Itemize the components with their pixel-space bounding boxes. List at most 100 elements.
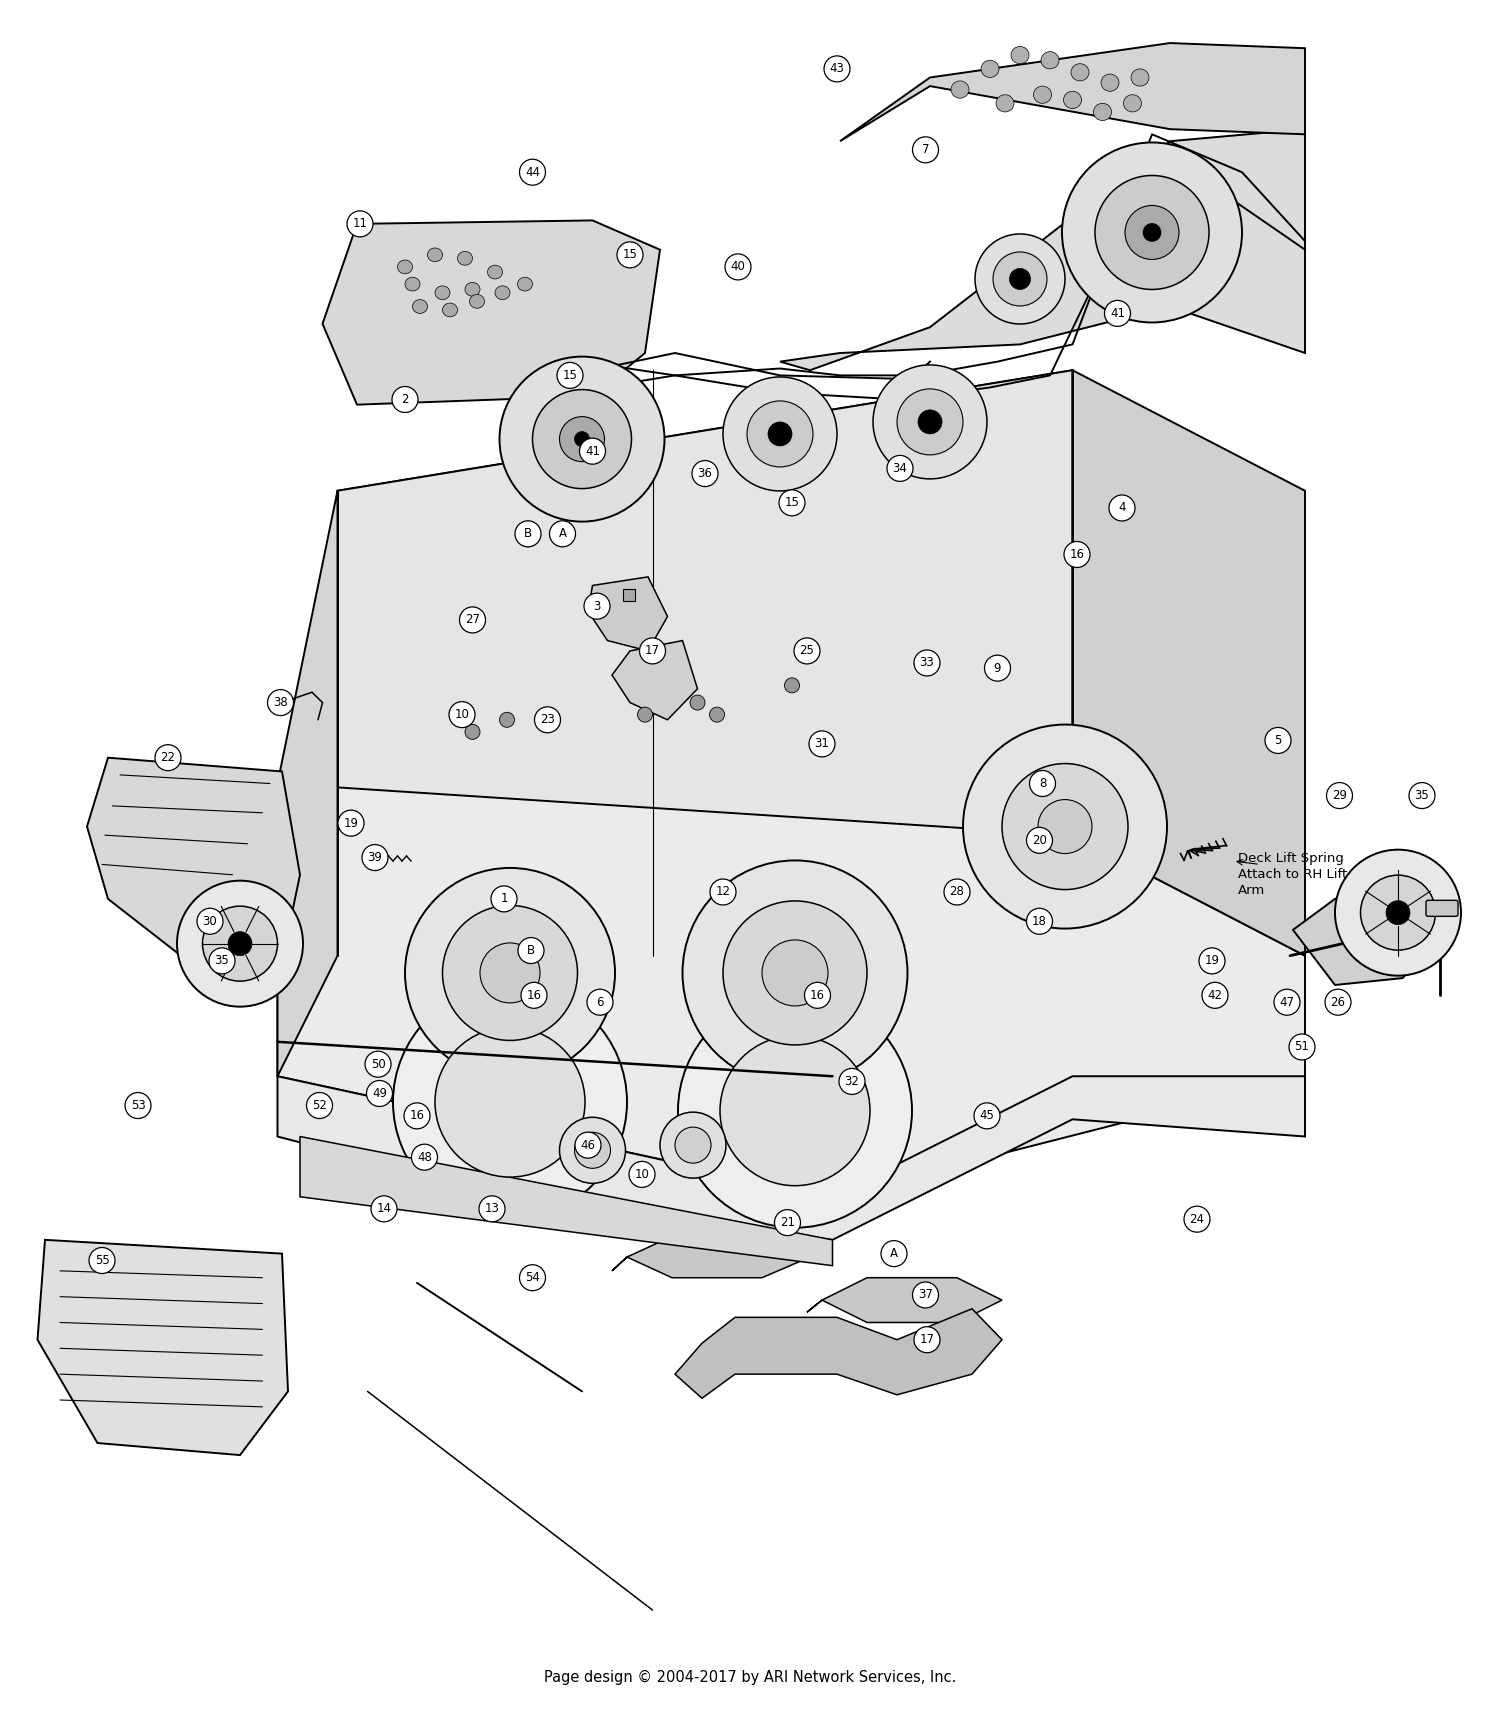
Circle shape <box>574 1133 610 1168</box>
Text: 30: 30 <box>202 914 217 928</box>
Circle shape <box>1125 205 1179 260</box>
Ellipse shape <box>470 294 484 308</box>
Circle shape <box>1274 988 1300 1016</box>
Circle shape <box>912 136 939 164</box>
Ellipse shape <box>1064 91 1082 108</box>
Circle shape <box>1335 849 1461 976</box>
Ellipse shape <box>435 286 450 300</box>
Circle shape <box>1029 770 1056 797</box>
Circle shape <box>886 455 914 482</box>
Text: 37: 37 <box>918 1288 933 1302</box>
Circle shape <box>1002 763 1128 890</box>
Text: 26: 26 <box>1330 995 1346 1009</box>
Text: 42: 42 <box>1208 988 1222 1002</box>
Circle shape <box>209 947 236 975</box>
Text: Attach to RH Lift: Attach to RH Lift <box>1238 868 1347 882</box>
Text: 21: 21 <box>780 1216 795 1230</box>
Ellipse shape <box>458 251 472 265</box>
Text: 11: 11 <box>352 217 368 231</box>
Text: 31: 31 <box>815 737 830 751</box>
Polygon shape <box>338 370 1072 956</box>
Circle shape <box>710 878 736 906</box>
Circle shape <box>500 356 664 522</box>
Circle shape <box>88 1247 116 1274</box>
Text: 46: 46 <box>580 1138 596 1152</box>
Text: 24: 24 <box>1190 1212 1204 1226</box>
Ellipse shape <box>398 260 412 274</box>
Circle shape <box>404 1102 430 1130</box>
Text: 22: 22 <box>160 751 176 765</box>
Circle shape <box>574 432 590 446</box>
Text: 8: 8 <box>1040 777 1046 790</box>
Circle shape <box>944 878 970 906</box>
Circle shape <box>660 1112 726 1178</box>
Circle shape <box>1198 947 1225 975</box>
Polygon shape <box>278 784 1305 1197</box>
Polygon shape <box>87 758 300 964</box>
Circle shape <box>579 437 606 465</box>
Circle shape <box>556 362 584 389</box>
Text: 34: 34 <box>892 461 908 475</box>
Text: 51: 51 <box>1294 1040 1310 1054</box>
Text: 15: 15 <box>622 248 638 262</box>
Circle shape <box>993 251 1047 307</box>
Text: 13: 13 <box>484 1202 500 1216</box>
Ellipse shape <box>488 265 502 279</box>
Circle shape <box>784 678 800 692</box>
Circle shape <box>720 1035 870 1186</box>
Text: 6: 6 <box>596 995 603 1009</box>
Polygon shape <box>1293 892 1440 985</box>
Text: 15: 15 <box>784 496 800 510</box>
Text: 7: 7 <box>921 143 928 157</box>
Circle shape <box>616 241 644 269</box>
Circle shape <box>154 744 182 771</box>
Text: 18: 18 <box>1032 914 1047 928</box>
Text: 17: 17 <box>645 644 660 658</box>
Text: 45: 45 <box>980 1109 994 1123</box>
Text: 55: 55 <box>94 1254 110 1267</box>
Text: 16: 16 <box>1070 548 1084 561</box>
Circle shape <box>873 365 987 479</box>
Text: 16: 16 <box>526 988 542 1002</box>
Circle shape <box>370 1195 398 1223</box>
Circle shape <box>1095 176 1209 289</box>
Text: 28: 28 <box>950 885 964 899</box>
Text: 19: 19 <box>1204 954 1219 968</box>
Circle shape <box>912 1281 939 1309</box>
Text: 16: 16 <box>810 988 825 1002</box>
Ellipse shape <box>1101 74 1119 91</box>
Text: 43: 43 <box>830 62 844 76</box>
Ellipse shape <box>1124 95 1142 112</box>
Circle shape <box>804 982 831 1009</box>
Ellipse shape <box>427 248 442 262</box>
Text: 33: 33 <box>920 656 934 670</box>
Polygon shape <box>322 220 660 405</box>
Circle shape <box>478 1195 506 1223</box>
Polygon shape <box>588 577 668 651</box>
Polygon shape <box>612 641 698 720</box>
Circle shape <box>560 1118 626 1183</box>
Text: 25: 25 <box>800 644 814 658</box>
Polygon shape <box>300 1137 832 1266</box>
Text: 14: 14 <box>376 1202 392 1216</box>
Ellipse shape <box>465 282 480 296</box>
Ellipse shape <box>996 95 1014 112</box>
Ellipse shape <box>495 286 510 300</box>
Circle shape <box>306 1092 333 1119</box>
Circle shape <box>778 489 806 517</box>
Circle shape <box>638 708 652 722</box>
Circle shape <box>574 1131 602 1159</box>
Polygon shape <box>278 491 338 1076</box>
Circle shape <box>710 708 724 722</box>
Text: 41: 41 <box>585 444 600 458</box>
Circle shape <box>1202 982 1228 1009</box>
Text: A: A <box>890 1247 898 1261</box>
Circle shape <box>520 982 548 1009</box>
Text: 19: 19 <box>344 816 358 830</box>
Text: 12: 12 <box>716 885 730 899</box>
Circle shape <box>723 901 867 1045</box>
Circle shape <box>459 606 486 634</box>
Ellipse shape <box>1094 103 1112 121</box>
Text: 41: 41 <box>1110 307 1125 320</box>
Circle shape <box>586 988 613 1016</box>
